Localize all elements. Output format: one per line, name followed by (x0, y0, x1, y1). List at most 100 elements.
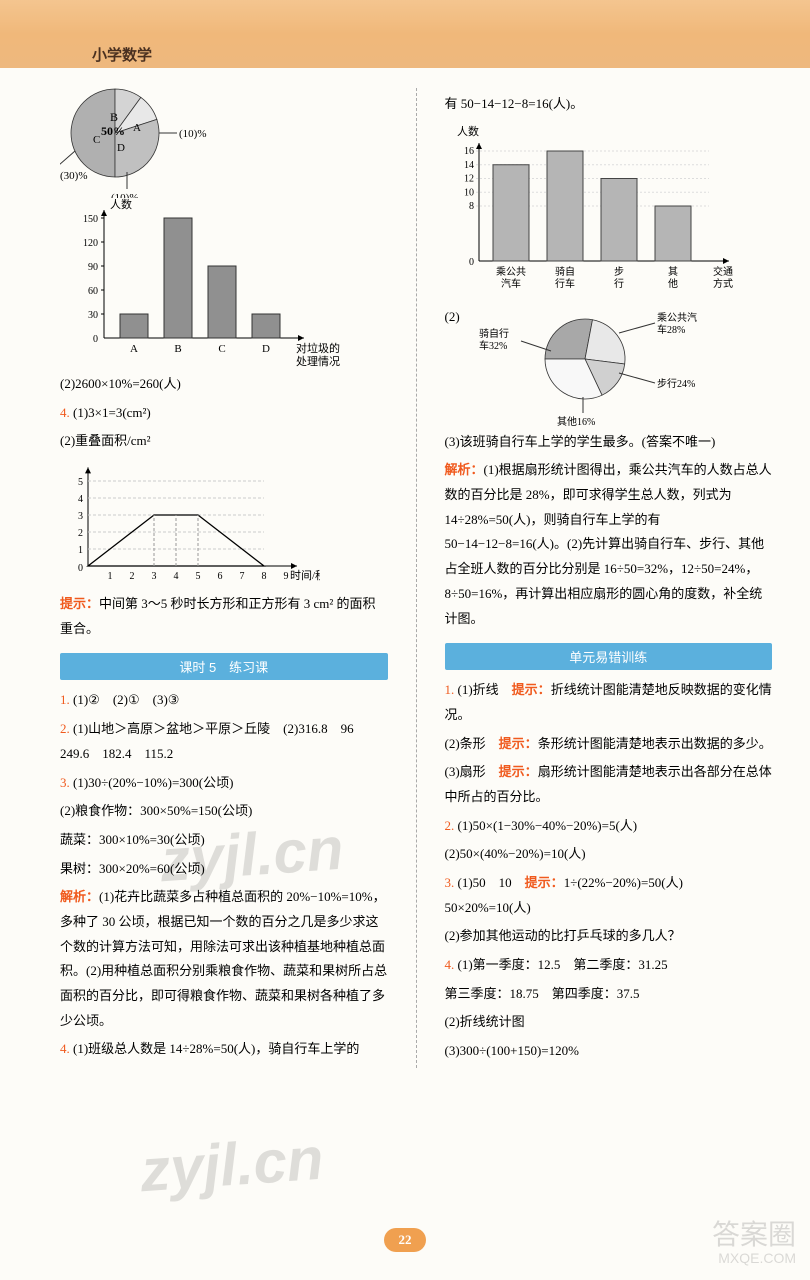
svg-text:1: 1 (78, 545, 83, 556)
text: (3)扇形 提示：扇形统计图能清楚地表示出各部分在总体中所占的百分比。 (445, 760, 773, 809)
q1: 1. (1)② (2)① (3)③ (60, 688, 388, 713)
svg-text:C: C (93, 134, 100, 146)
header-title: 小学数学 (92, 44, 152, 65)
pie-chart-2: 乘公共汽车28%步行24%其他16%骑自行车32% (475, 301, 735, 426)
content: B50%ADC(10)%(10)%(30)% 人数3060901201500AB… (0, 68, 810, 1068)
svg-text:交通: 交通 (713, 265, 733, 278)
logo-line1: 答案圈 (712, 1220, 796, 1251)
q3: 3. (1)30÷(20%−10%)=300(公顷) (60, 771, 388, 796)
svg-text:10: 10 (464, 187, 474, 198)
bar-chart-2: 人数8101214160乘公共汽车骑自行车步行其他交通方式 (445, 121, 765, 301)
svg-text:处理情况: 处理情况 (296, 355, 340, 368)
pie-chart-1: B50%ADC(10)%(10)%(30)% (60, 88, 260, 198)
text: 蔬菜：300×10%=30(公顷) (60, 828, 388, 853)
num: 2. (60, 721, 73, 736)
svg-text:90: 90 (88, 262, 98, 273)
svg-text:4: 4 (174, 571, 179, 582)
text-line: (2)重叠面积/cm² (60, 429, 388, 454)
svg-text:2: 2 (78, 528, 83, 539)
text: (1)50 10 (458, 875, 525, 890)
svg-text:其他16%: 其他16% (557, 415, 595, 426)
section-header-2: 单元易错训练 (445, 643, 773, 670)
bar-chart-1: 人数3060901201500ABCD对垃圾的处理情况 (60, 198, 360, 368)
q2: 2. (1)山地＞高原＞盆地＞平原＞丘陵 (2)316.8 96 249.6 1… (60, 717, 388, 766)
svg-text:16: 16 (464, 146, 474, 157)
text: (1)第一季度：12.5 第二季度：31.25 (458, 957, 668, 972)
svg-text:C: C (218, 343, 225, 355)
svg-text:其: 其 (668, 266, 678, 278)
item-number: 4. (60, 405, 73, 420)
num: 3. (445, 875, 458, 890)
text: (3)300÷(100+150)=120% (445, 1039, 773, 1064)
svg-text:时间/秒: 时间/秒 (290, 568, 320, 582)
svg-text:步: 步 (614, 266, 624, 278)
text: (2)粮食作物：300×50%=150(公顷) (60, 799, 388, 824)
svg-text:1: 1 (108, 571, 113, 582)
hint-label: 提示： (525, 875, 564, 890)
watermark: zyjl.cn (138, 1124, 326, 1206)
svg-text:6: 6 (218, 571, 223, 582)
hint-label: 提示： (499, 736, 538, 751)
svg-text:3: 3 (78, 511, 83, 522)
q2: 2. (1)50×(1−30%−40%−20%)=5(人) (445, 814, 773, 839)
svg-text:A: A (130, 343, 138, 355)
q3: 3. (1)50 10 提示：1÷(22%−20%)=50(人) 50×20%=… (445, 871, 773, 920)
item-4: 4. (1)3×1=3(cm²) (60, 401, 388, 426)
left-column: B50%ADC(10)%(10)%(30)% 人数3060901201500AB… (60, 88, 388, 1068)
svg-text:骑自: 骑自 (555, 265, 575, 278)
svg-text:0: 0 (78, 563, 83, 574)
text: (1)② (2)① (3)③ (73, 692, 179, 707)
hint-label: 提示： (60, 596, 99, 611)
svg-text:120: 120 (83, 238, 98, 249)
svg-text:7: 7 (240, 571, 245, 582)
svg-text:150: 150 (83, 214, 98, 225)
area-chart: 123451234567890时间/秒 (60, 458, 320, 588)
svg-text:5: 5 (196, 571, 201, 582)
svg-text:B: B (174, 343, 181, 355)
analysis-text: (1)花卉比蔬菜多占种植总面积的 20%−10%=10%，多种了 30 公顷，根… (60, 889, 387, 1027)
text: (2)折线统计图 (445, 1010, 773, 1035)
svg-text:B: B (110, 110, 118, 124)
svg-text:他: 他 (668, 277, 678, 290)
q1: 1. (1)折线 提示：折线统计图能清楚地反映数据的变化情况。 (445, 678, 773, 727)
analysis: 解析：(1)花卉比蔬菜多占种植总面积的 20%−10%=10%，多种了 30 公… (60, 885, 388, 1033)
svg-text:行车: 行车 (555, 277, 575, 290)
svg-text:乘公共: 乘公共 (496, 266, 526, 278)
svg-text:3: 3 (152, 571, 157, 582)
svg-text:车28%: 车28% (657, 323, 685, 336)
hint-line: 提示：中间第 3～5 秒时长方形和正方形有 3 cm² 的面积重合。 (60, 592, 388, 641)
corner-logo: 答案圈 MXQE.COM (712, 1220, 796, 1266)
analysis-label: 解析： (60, 889, 99, 904)
svg-text:5: 5 (78, 477, 83, 488)
num: 4. (60, 1041, 73, 1056)
svg-text:人数: 人数 (110, 198, 132, 211)
svg-text:(10)%: (10)% (111, 192, 139, 198)
text: (1)山地＞高原＞盆地＞平原＞丘陵 (2)316.8 96 249.6 182.… (60, 721, 367, 761)
text: (2)条形 提示：条形统计图能清楚地表示出数据的多少。 (445, 732, 773, 757)
svg-text:30: 30 (88, 310, 98, 321)
svg-text:A: A (133, 122, 141, 134)
svg-text:2: 2 (130, 571, 135, 582)
svg-text:4: 4 (78, 494, 83, 505)
svg-text:12: 12 (464, 173, 474, 184)
svg-text:步行24%: 步行24% (657, 377, 695, 390)
svg-text:60: 60 (88, 286, 98, 297)
svg-text:0: 0 (469, 257, 474, 268)
logo-line2: MXQE.COM (712, 1251, 796, 1266)
text: (2)条形 (445, 736, 499, 751)
svg-text:行: 行 (614, 277, 624, 290)
svg-text:车32%: 车32% (479, 339, 507, 352)
svg-text:汽车: 汽车 (501, 277, 521, 290)
text: (1)30÷(20%−10%)=300(公顷) (73, 775, 233, 790)
hint-label: 提示： (499, 764, 538, 779)
text: (2)参加其他运动的比打乒乓球的多几人？ (445, 924, 773, 949)
header-band: 小学数学 (0, 0, 810, 68)
text: (1)50×(1−30%−40%−20%)=5(人) (458, 818, 638, 833)
text: 有 50−14−12−8=16(人)。 (445, 92, 773, 117)
q4: 4. (1)第一季度：12.5 第二季度：31.25 (445, 953, 773, 978)
svg-text:8: 8 (469, 201, 474, 212)
num: 3. (60, 775, 73, 790)
text: (1)折线 (458, 682, 512, 697)
text-line: (2)2600×10%=260(人) (60, 372, 388, 397)
svg-text:14: 14 (464, 159, 474, 170)
